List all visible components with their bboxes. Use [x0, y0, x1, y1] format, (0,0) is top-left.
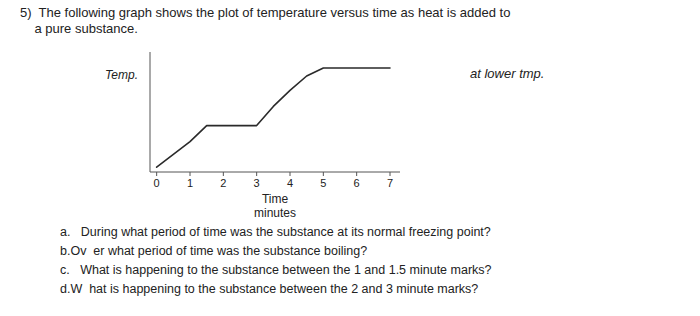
x-tick-label: 3 — [254, 177, 260, 189]
chart: 5) The following graph shows the plot of… — [0, 0, 700, 316]
title: a pure substance. — [20, 21, 138, 36]
y-label: Temp. — [105, 68, 138, 82]
x-label: Time — [262, 192, 289, 206]
x-tick — [223, 172, 224, 176]
x-tick — [323, 172, 324, 176]
plot-area — [157, 68, 390, 167]
heating-curve — [157, 68, 390, 167]
note: at lower tmp. — [470, 66, 544, 81]
x-tick — [290, 172, 291, 176]
question: d.W hat is happening to the substance be… — [60, 282, 478, 296]
x-tick — [356, 172, 357, 176]
x-tick — [390, 172, 391, 176]
title: 5) The following graph shows the plot of… — [20, 5, 510, 20]
x-label: minutes — [254, 206, 296, 220]
x-tick — [256, 172, 257, 176]
x-tick-label: 1 — [187, 177, 193, 189]
x-tick-label: 6 — [354, 177, 360, 189]
x-tick — [156, 172, 157, 176]
x-tick — [190, 172, 191, 176]
x-tick-label: 0 — [154, 177, 160, 189]
x-tick-label: 2 — [220, 177, 226, 189]
question: b.Ov er what period of time was the subs… — [60, 244, 367, 258]
x-tick-label: 4 — [287, 177, 293, 189]
question: a. During what period of time was the su… — [60, 225, 491, 239]
question: c. What is happening to the substance be… — [60, 263, 492, 277]
y-axis — [150, 52, 151, 172]
x-tick-label: 7 — [387, 177, 393, 189]
x-tick-label: 5 — [320, 177, 326, 189]
x-axis — [150, 172, 400, 173]
